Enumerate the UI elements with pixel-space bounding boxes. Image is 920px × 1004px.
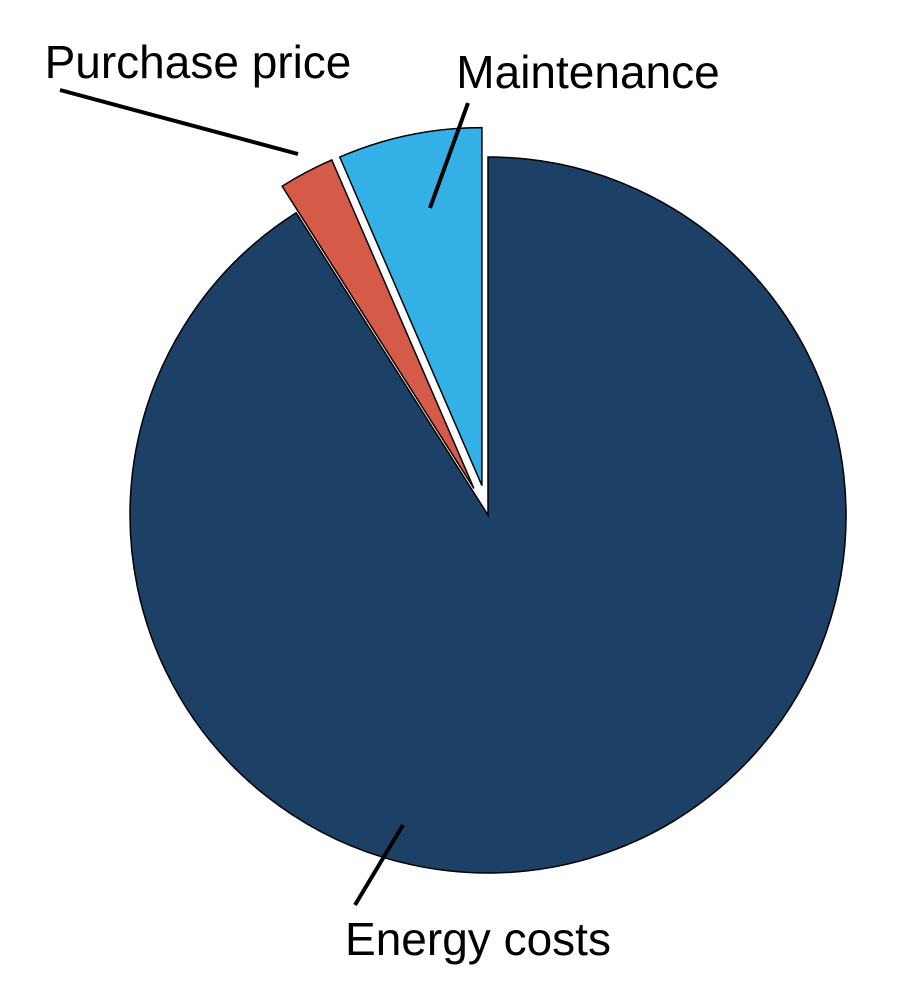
slice-label-purchase-price: Purchase price — [45, 36, 352, 88]
leader-purchase-price — [59, 88, 299, 156]
leader-maintenance — [428, 102, 470, 209]
leader-lines — [59, 88, 470, 907]
slice-label-energy-costs: Energy costs — [345, 913, 611, 965]
pie-slices — [129, 126, 847, 874]
slice-maintenance — [338, 126, 483, 486]
leader-energy-costs — [353, 823, 405, 907]
slice-label-maintenance: Maintenance — [456, 46, 719, 98]
slice-energy-costs — [129, 156, 847, 874]
slice-purchase-price — [281, 158, 475, 489]
